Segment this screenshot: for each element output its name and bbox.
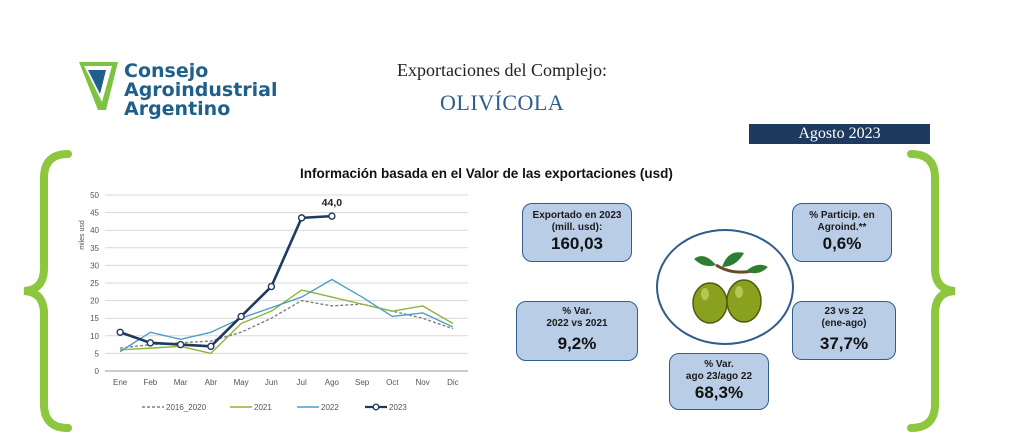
date-badge: Agosto 2023 [749,124,930,144]
series-point [297,214,306,222]
x-tick-label: Feb [143,378,157,387]
kpi-particip-label-2: Agroind.** [817,222,867,233]
x-tick-label: Mar [174,378,188,387]
olive-illustration [656,229,794,345]
kpi-particip-label-1: % Particip. en [809,210,875,221]
y-tick-label: 50 [90,191,99,200]
kpi-var-2022: % Var. 2022 vs 2021 9,2% [516,301,638,361]
series-point [116,328,124,336]
legend-label: 2016_2020 [166,403,207,412]
x-tick-label: Jun [265,378,278,387]
legend-label: 2021 [254,403,272,412]
x-tick-label: Sep [355,378,370,387]
series-point [328,212,336,220]
kpi-var-23-22: 23 vs 22 (ene-ago) 37,7% [792,301,896,360]
chart-title: Información basada en el Valor de las ex… [300,166,673,181]
series-line [120,289,454,355]
data-label: 44,0 [322,197,343,209]
kpi-particip-value: 0,6% [822,234,862,253]
series-line [119,214,332,348]
logo-line-1: Consejo [124,60,209,82]
kpi-var-23-22-label-2: (ene-ago) [821,318,867,329]
x-tick-label: Nov [416,378,430,387]
page-title: Exportaciones del Complejo: [397,60,607,80]
series-point [237,312,245,321]
right-brace-icon [907,150,956,432]
x-tick-label: Abr [205,378,218,387]
series-line [120,299,454,349]
y-tick-label: 15 [90,314,99,323]
y-tick-label: 25 [90,279,99,288]
y-tick-label: 35 [90,244,99,253]
series-line [119,278,454,353]
kpi-exported-value: 160,03 [551,234,603,253]
page-subtitle: OLIVÍCOLA [440,90,565,115]
kpi-var-2022-label-1: % Var. [562,306,592,317]
kpi-exported-label-1: Exportado en 2023 [532,210,622,221]
line-chart: 0 5 10 15 20 25 30 35 40 45 50 miles usd Ene Feb Mar Ab… [79,191,468,412]
y-tick-label: 5 [95,349,100,358]
series-point [207,342,215,351]
kpi-var-2022-value: 9,2% [557,334,597,353]
logo-mark-icon [79,62,118,110]
kpi-var-ago: % Var. ago 23/ago 22 68,3% [669,353,769,410]
y-tick-label: 30 [90,261,99,270]
left-brace-icon [23,150,72,432]
kpi-var-23-22-label-1: 23 vs 22 [824,306,864,317]
kpi-var-ago-value: 68,3% [694,383,744,402]
legend-label: 2022 [321,403,339,412]
kpi-var-ago-label-1: % Var. [704,359,734,370]
y-tick-label: 0 [95,367,100,376]
legend-marker [372,403,380,411]
y-tick-label: 45 [90,209,99,218]
x-tick-label: May [234,378,249,387]
logo-line-2: Agroindustrial [124,79,278,101]
x-tick-label: Jul [297,378,307,387]
y-axis-label: miles usd [79,220,86,250]
kpi-var-ago-label-2: ago 23/ago 22 [685,371,753,382]
series-point [176,340,185,349]
x-tick-label: Dic [447,378,459,387]
series-point [267,282,276,291]
series-point [146,339,155,347]
kpi-exported: Exportado en 2023 (mill. usd): 160,03 [522,203,632,262]
y-tick-label: 20 [90,297,99,306]
kpi-var-23-22-value: 37,7% [819,334,869,353]
y-tick-label: 40 [90,226,99,235]
logo-line-3: Argentino [124,98,231,120]
x-tick-label: Oct [386,378,399,387]
kpi-particip: % Particip. en Agroind.** 0,6% [792,203,892,262]
olive-icon [692,252,768,324]
x-tick-label: Ago [325,378,340,387]
logo: Consejo Agroindustrial Argentino [76,56,286,128]
y-tick-label: 10 [90,332,99,341]
kpi-exported-label-2: (mill. usd): [551,222,603,233]
legend-label: 2023 [389,403,407,412]
x-tick-label: Ene [113,378,128,387]
kpi-var-2022-label-2: 2022 vs 2021 [546,318,608,329]
